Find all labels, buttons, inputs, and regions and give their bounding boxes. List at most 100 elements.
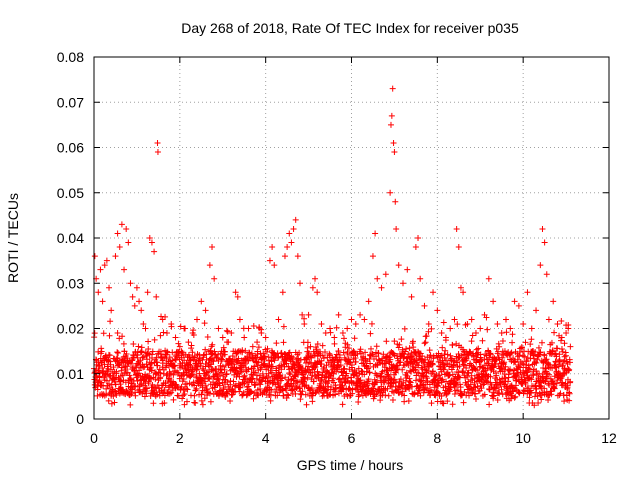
roti-point [355,399,362,406]
roti-point [114,349,121,356]
roti-point [314,340,321,347]
roti-point [375,350,382,357]
roti-point [535,344,542,351]
roti-point [335,347,342,354]
roti-point [566,390,573,397]
roti-point [550,298,557,305]
roti-point [157,375,164,382]
roti-point [559,348,566,355]
roti-point [130,341,137,348]
roti-point [530,372,537,379]
roti-point [196,355,203,362]
roti-point [108,400,115,407]
roti-point [566,397,573,404]
roti-point [348,364,355,371]
roti-point [286,370,293,377]
y-tick-label: 0.02 [57,321,84,337]
axis-ticks: 0 2 4 6 8 10 12 0 0.01 0.02 0.03 0.04 0.05 0.06 0.07 0.… [57,49,617,446]
roti-point [248,389,255,396]
roti-point [524,354,531,361]
roti-point [563,358,570,365]
roti-point [403,345,410,352]
roti-point [183,385,190,392]
roti-point [214,354,221,361]
chart-title: Day 268 of 2018, Rate Of TEC Index for r… [181,20,519,36]
roti-point [545,316,552,323]
roti-point [191,354,198,361]
roti-point [453,225,460,232]
roti-point [227,367,234,374]
roti-point [339,330,346,337]
roti-point [369,351,376,358]
roti-point [333,324,340,331]
roti-point [404,266,411,273]
roti-point [499,354,506,361]
roti-point [438,379,445,386]
roti-point [271,262,278,269]
roti-point [429,361,436,368]
roti-point [123,351,130,358]
roti-point [444,398,451,405]
roti-point [362,349,369,356]
roti-point [369,253,376,260]
roti-point [461,389,468,396]
roti-point [180,387,187,394]
roti-point [460,289,467,296]
roti-point [204,334,211,341]
roti-point [430,353,437,360]
roti-point [197,362,204,369]
roti-point [387,189,394,196]
roti-point [387,121,394,128]
roti-point [477,325,484,332]
y-tick-label: 0.01 [57,366,84,382]
roti-point [100,330,107,337]
roti-point [120,340,127,347]
roti-point [174,369,181,376]
roti-point [269,380,276,387]
roti-point [98,348,105,355]
roti-point [490,395,497,402]
roti-point [541,385,548,392]
plot-frame [93,56,610,420]
roti-point [103,377,110,384]
roti-point [460,368,467,375]
roti-point [157,332,164,339]
roti-point [401,398,408,405]
roti-point [363,368,370,375]
roti-point [422,339,429,346]
roti-point [209,366,216,373]
roti-point [378,284,385,291]
roti-point [407,379,414,386]
roti-point [98,345,105,352]
roti-point [559,379,566,386]
roti-point [198,298,205,305]
roti-point [268,386,275,393]
roti-point [373,372,380,379]
roti-point [250,395,257,402]
roti-point [170,396,177,403]
roti-point [507,350,514,357]
roti-point [161,399,168,406]
roti-point [224,379,231,386]
roti-point [468,316,475,323]
roti-point [388,112,395,119]
roti-point [189,330,196,337]
roti-point [303,401,310,408]
roti-point [499,337,506,344]
roti-point [415,349,422,356]
roti-point [339,401,346,408]
roti-point [389,397,396,404]
roti-point [423,332,430,339]
roti-point [467,349,474,356]
roti-point [157,370,164,377]
roti-point [309,398,316,405]
roti-point [446,372,453,379]
roti-point [516,352,523,359]
roti-point [417,350,424,357]
roti-point [208,361,215,368]
roti-point [438,393,445,400]
roti-point [236,316,243,323]
roti-point [265,370,272,377]
roti-point [221,366,228,373]
roti-point [111,399,118,406]
